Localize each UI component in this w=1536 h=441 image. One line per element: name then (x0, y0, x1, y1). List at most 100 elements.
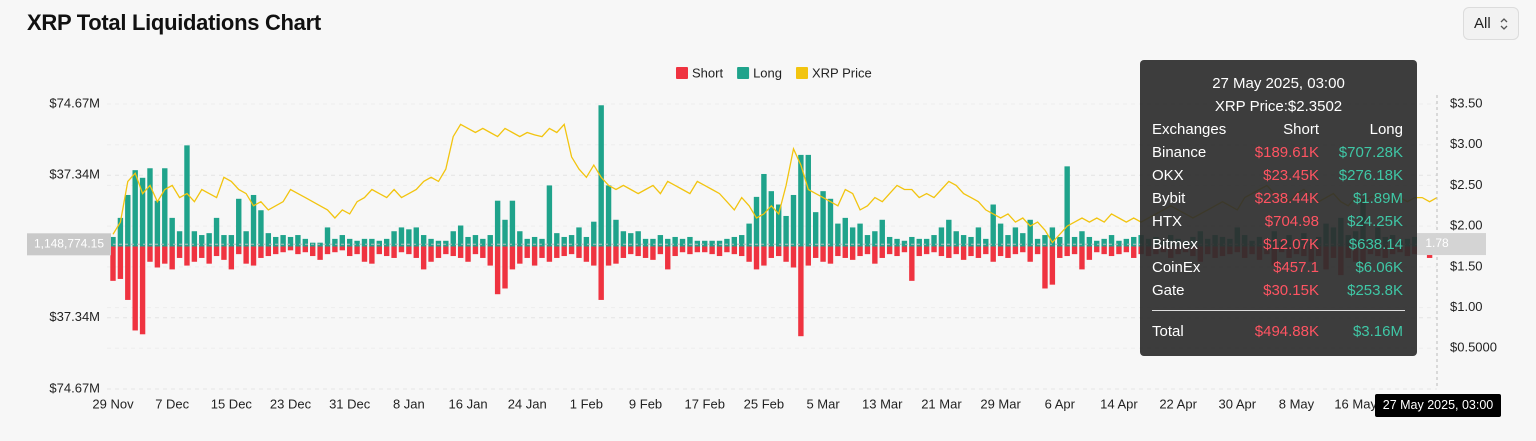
bar (539, 246, 545, 258)
bar (213, 217, 220, 247)
bar (162, 246, 168, 264)
bar (1094, 240, 1100, 247)
bar (1020, 233, 1026, 247)
crosshair-y-box (27, 233, 111, 256)
bar (502, 246, 508, 289)
bar (443, 246, 449, 255)
bar (509, 246, 516, 270)
bar (968, 246, 974, 257)
bar (753, 196, 760, 247)
bar (635, 246, 641, 257)
bar (450, 246, 456, 257)
bar (406, 229, 412, 247)
bar (1064, 246, 1070, 257)
bar (1131, 236, 1137, 247)
x-tick-label: 8 May (1279, 396, 1315, 411)
bar (517, 231, 523, 247)
bar (139, 246, 146, 335)
bar (909, 236, 915, 247)
bar (1071, 236, 1078, 247)
bar (191, 231, 198, 247)
bar (332, 246, 338, 253)
bar (221, 235, 227, 247)
bar (753, 246, 760, 270)
bar (605, 185, 612, 247)
tooltip-total-short: $494.88K (1254, 323, 1319, 340)
tooltip-title: 27 May 2025, 03:00 (1212, 75, 1345, 92)
y2-tick-label: $3.00 (1450, 136, 1483, 151)
bar (1020, 246, 1026, 253)
bar (591, 221, 597, 247)
bar (642, 246, 649, 258)
bar (1012, 227, 1019, 247)
tooltip-row-name: HTX (1152, 213, 1182, 230)
bar (1094, 246, 1100, 253)
bar (790, 246, 797, 268)
bar (487, 246, 493, 266)
bar (428, 238, 434, 247)
bar (857, 223, 863, 247)
bar (554, 233, 560, 247)
bar (650, 246, 656, 260)
bar (886, 236, 893, 247)
legend-swatch (676, 67, 688, 79)
bar (339, 246, 345, 251)
bar (1049, 246, 1056, 285)
bar (598, 105, 604, 247)
bar (672, 236, 678, 247)
bar (391, 246, 397, 258)
bar (243, 231, 249, 247)
range-select[interactable]: All (1463, 7, 1519, 40)
bar (472, 235, 479, 247)
bar (827, 198, 834, 247)
bar (739, 235, 745, 247)
bar (894, 246, 900, 257)
bar (997, 223, 1004, 247)
legend-label: Long (753, 65, 782, 80)
bar (694, 240, 701, 247)
bar (295, 235, 301, 247)
range-value[interactable]: All (1474, 15, 1491, 32)
bar (657, 246, 664, 255)
bar (960, 246, 967, 260)
bar (1027, 246, 1033, 262)
bar (1079, 231, 1085, 247)
crosshair-x-label: 27 May 2025, 03:00 (1383, 398, 1494, 412)
bar (346, 238, 353, 247)
tooltip-row-short: $238.44K (1254, 190, 1319, 207)
bar (376, 246, 382, 255)
bar (176, 246, 183, 258)
bar (975, 227, 982, 247)
bar (524, 246, 530, 258)
bar (709, 240, 715, 247)
tooltip-header-name: Exchanges (1152, 121, 1227, 138)
x-tick-label: 14 Apr (1100, 396, 1138, 411)
bar (147, 168, 153, 247)
bar (110, 236, 116, 247)
legend-swatch (796, 67, 808, 79)
bar (568, 246, 575, 255)
x-tick-label: 29 Mar (980, 396, 1021, 411)
bar (369, 246, 375, 264)
bar (324, 246, 331, 255)
bar (169, 217, 175, 247)
bar (524, 238, 530, 247)
bar (302, 238, 309, 247)
bar (273, 236, 279, 247)
bar (517, 246, 523, 264)
bar (398, 227, 405, 247)
bar (805, 154, 811, 247)
bar (1005, 235, 1011, 247)
bar (1057, 236, 1063, 247)
bar (820, 191, 826, 247)
bar (864, 235, 871, 247)
bar (457, 246, 464, 258)
bar (191, 246, 198, 262)
tooltip-row-name: OKX (1152, 167, 1184, 184)
bar (332, 238, 338, 247)
bar (849, 227, 856, 247)
bar (413, 246, 419, 258)
tooltip-total-long: $3.16M (1352, 323, 1403, 340)
bar (132, 246, 138, 331)
x-tick-label: 6 Apr (1045, 396, 1076, 411)
